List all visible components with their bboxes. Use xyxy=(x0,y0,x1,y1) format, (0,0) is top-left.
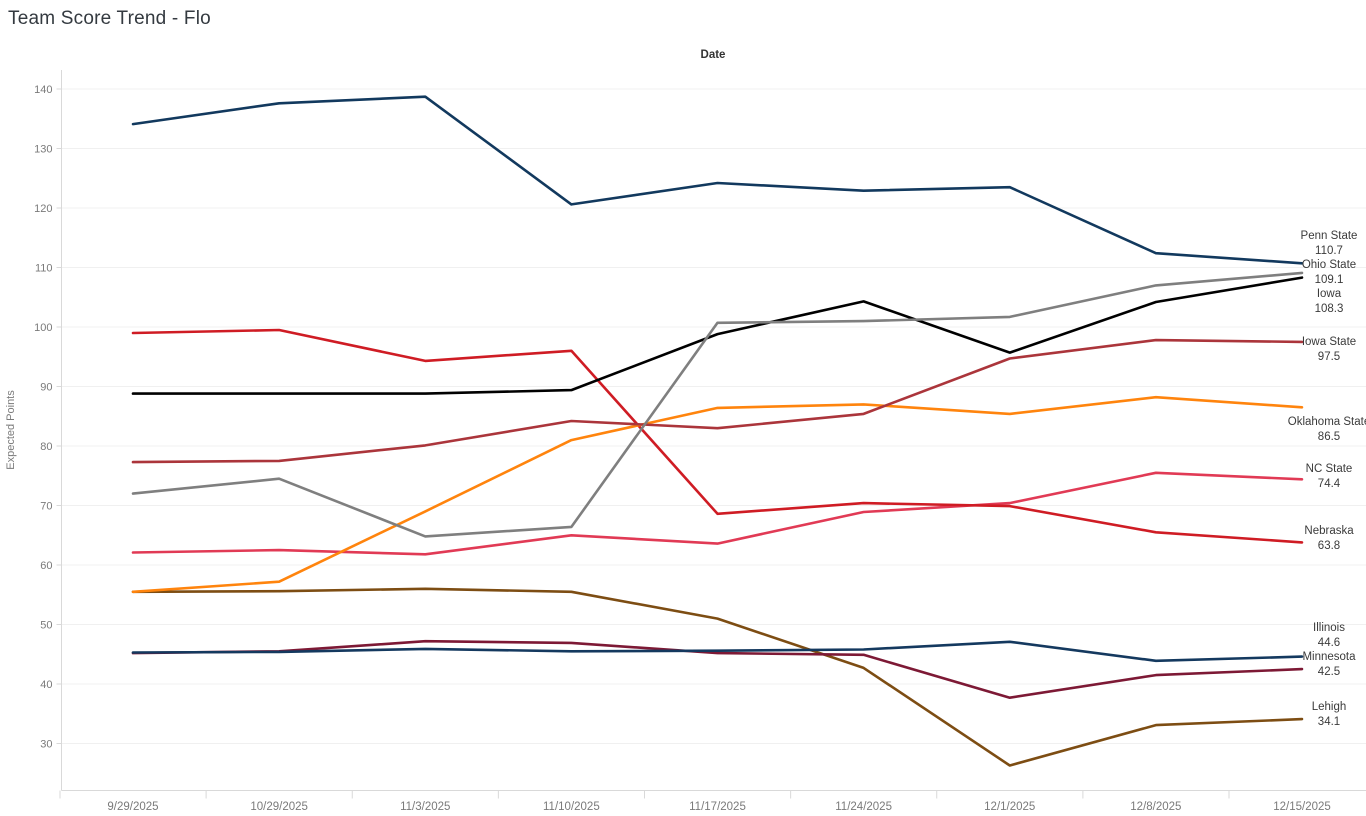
x-tick-label-11-10-2025: 11/10/2025 xyxy=(543,801,600,813)
x-tick-label-11-24-2025: 11/24/2025 xyxy=(835,801,892,813)
series-label-nebraska: Nebraska xyxy=(1304,525,1354,537)
x-tick-label-12-15-2025: 12/15/2025 xyxy=(1273,801,1331,813)
series-label-iowa: Iowa xyxy=(1317,288,1342,300)
series-line-illinois[interactable] xyxy=(131,640,1304,663)
series-value-ohio-state: 109.1 xyxy=(1315,274,1344,286)
series-line-iowa[interactable] xyxy=(131,276,1304,395)
y-tick-label-40: 40 xyxy=(40,679,52,691)
x-tick-label-12-1-2025: 12/1/2025 xyxy=(984,801,1035,813)
series-value-oklahoma-state: 86.5 xyxy=(1318,431,1340,443)
series-label-penn-state: Penn State xyxy=(1301,230,1358,242)
series-value-iowa: 108.3 xyxy=(1315,303,1344,315)
y-tick-label-30: 30 xyxy=(40,739,52,751)
series-label-minnesota: Minnesota xyxy=(1302,651,1356,663)
series-line-penn-state[interactable] xyxy=(131,95,1304,265)
chart-title: Team Score Trend - Flo xyxy=(8,8,211,29)
series-label-ohio-state: Ohio State xyxy=(1302,259,1356,271)
series-label-nc-state: NC State xyxy=(1306,463,1353,475)
x-tick-label-12-8-2025: 12/8/2025 xyxy=(1130,801,1181,813)
series-line-ohio-state[interactable] xyxy=(131,271,1304,538)
x-tick-label-10-29-2025: 10/29/2025 xyxy=(250,801,308,813)
y-tick-label-120: 120 xyxy=(34,203,52,215)
series-line-minnesota[interactable] xyxy=(131,639,1304,699)
y-tick-label-50: 50 xyxy=(40,620,52,632)
x-tick-label-9-29-2025: 9/29/2025 xyxy=(107,801,158,813)
series-label-lehigh: Lehigh xyxy=(1312,701,1347,713)
y-tick-label-70: 70 xyxy=(40,501,52,513)
series-label-illinois: Illinois xyxy=(1313,622,1345,634)
series-line-nebraska[interactable] xyxy=(131,328,1304,544)
y-tick-label-130: 130 xyxy=(34,144,52,156)
series-line-oklahoma-state[interactable] xyxy=(131,395,1304,594)
y-tick-label-80: 80 xyxy=(40,441,52,453)
series-value-minnesota: 42.5 xyxy=(1318,666,1340,678)
y-tick-label-90: 90 xyxy=(40,382,52,394)
series-line-iowa-state[interactable] xyxy=(131,338,1304,464)
series-line-lehigh[interactable] xyxy=(131,587,1304,767)
x-axis-title: Date xyxy=(701,49,726,61)
series-label-iowa-state: Iowa State xyxy=(1302,336,1356,348)
series-value-lehigh: 34.1 xyxy=(1318,716,1340,728)
series-value-illinois: 44.6 xyxy=(1318,637,1340,649)
y-axis-title: Expected Points xyxy=(5,390,17,470)
series-value-penn-state: 110.7 xyxy=(1315,245,1343,257)
y-tick-label-100: 100 xyxy=(34,322,52,334)
series-value-iowa-state: 97.5 xyxy=(1318,351,1340,363)
x-tick-label-11-17-2025: 11/17/2025 xyxy=(689,801,746,813)
series-value-nebraska: 63.8 xyxy=(1318,540,1340,552)
series-value-nc-state: 74.4 xyxy=(1318,478,1341,490)
y-tick-label-60: 60 xyxy=(40,560,52,572)
series-line-nc-state[interactable] xyxy=(131,471,1304,556)
series-label-oklahoma-state: Oklahoma State xyxy=(1288,416,1366,428)
x-tick-label-11-3-2025: 11/3/2025 xyxy=(400,801,450,813)
y-tick-label-110: 110 xyxy=(35,263,53,275)
y-tick-label-140: 140 xyxy=(34,84,52,96)
